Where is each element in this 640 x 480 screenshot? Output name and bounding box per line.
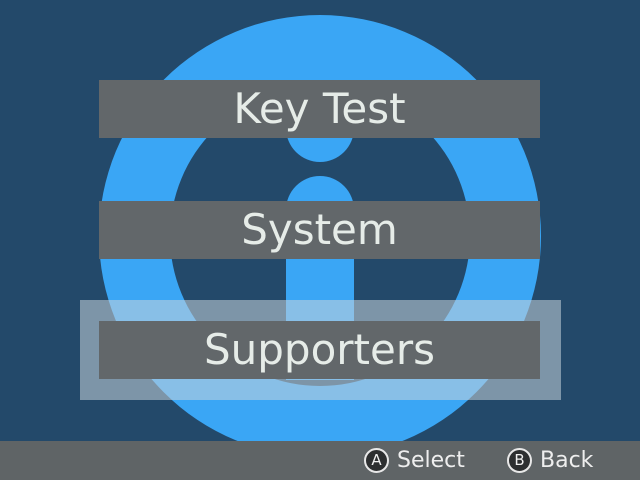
select-hint: A Select: [364, 441, 465, 480]
a-button-icon: A: [364, 448, 389, 473]
footer-bar: A Select B Back: [0, 441, 640, 480]
menu-item-key-test[interactable]: Key Test: [99, 80, 540, 138]
menu-item-supporters[interactable]: Supporters: [99, 321, 540, 379]
menu-item-system[interactable]: System: [99, 201, 540, 259]
back-hint: B Back: [507, 441, 593, 480]
back-label: Back: [540, 448, 594, 473]
b-button-icon: B: [507, 448, 532, 473]
select-label: Select: [397, 448, 465, 473]
